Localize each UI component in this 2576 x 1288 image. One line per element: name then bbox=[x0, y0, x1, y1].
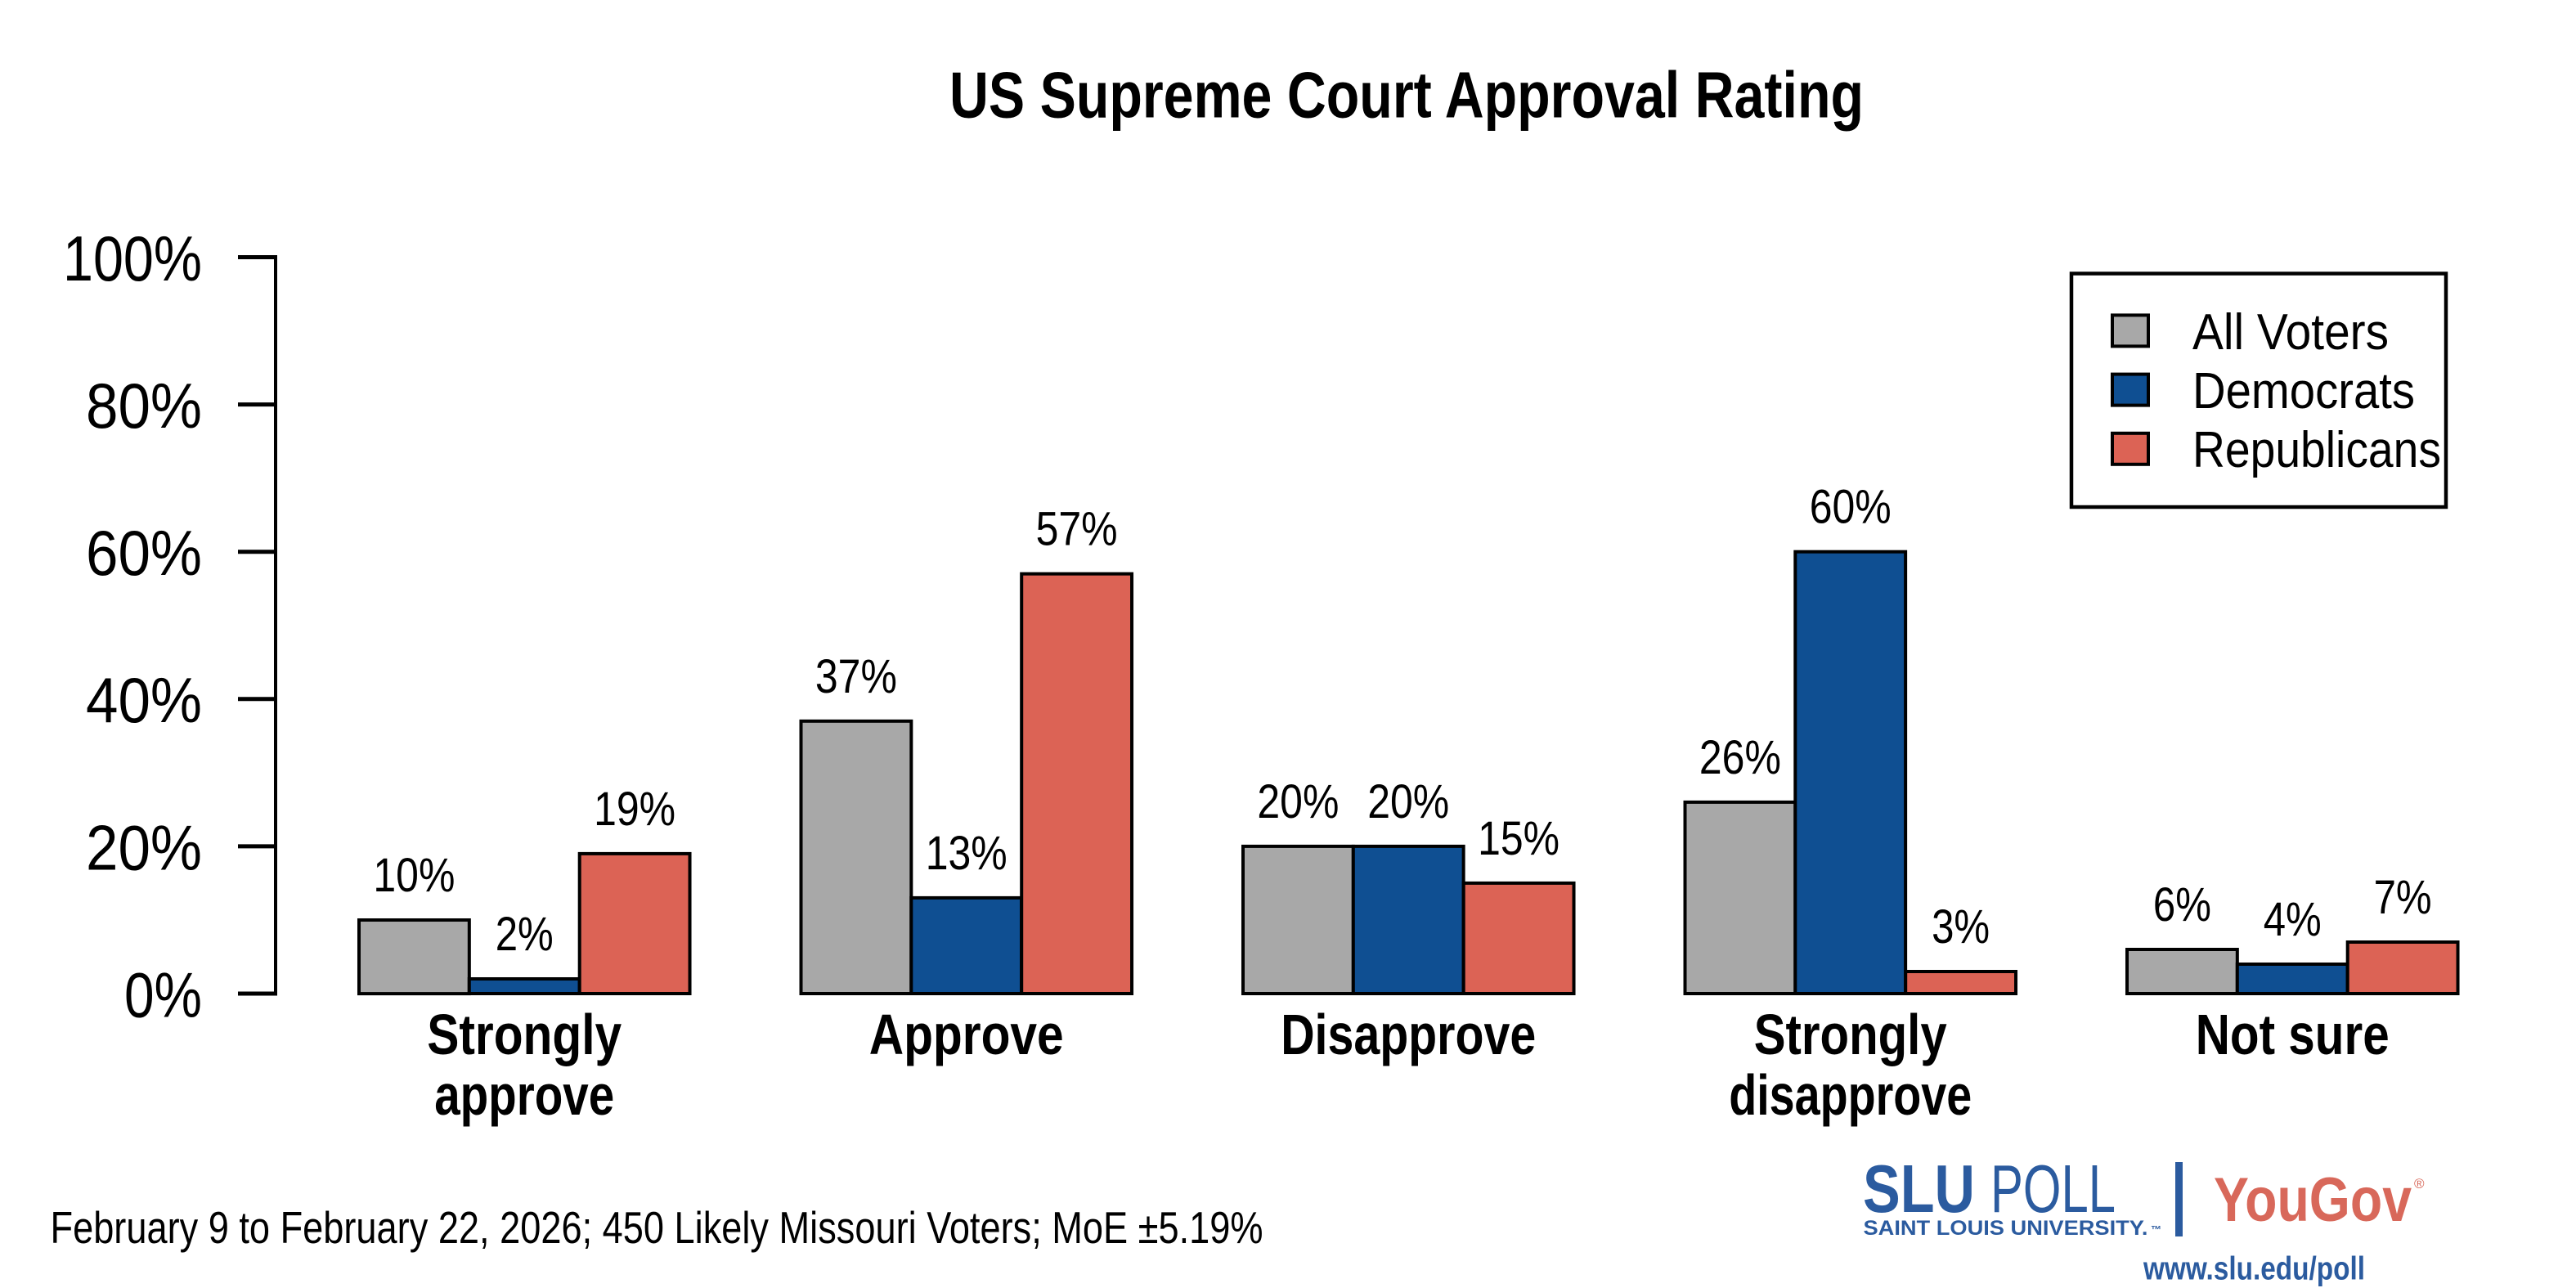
svg-text:www.slu.edu/poll: www.slu.edu/poll bbox=[2143, 1251, 2365, 1287]
svg-text:3%: 3% bbox=[1932, 900, 1990, 954]
svg-text:Not sure: Not sure bbox=[2196, 1003, 2390, 1066]
svg-text:40%: 40% bbox=[86, 664, 202, 736]
svg-text:SLU: SLU bbox=[1863, 1151, 1975, 1227]
svg-text:Republicans: Republicans bbox=[2192, 422, 2441, 478]
svg-text:2%: 2% bbox=[496, 908, 554, 961]
svg-text:20%: 20% bbox=[1257, 775, 1339, 828]
svg-text:57%: 57% bbox=[1036, 503, 1118, 556]
svg-text:60%: 60% bbox=[86, 517, 202, 589]
svg-text:US Supreme Court Approval Rati: US Supreme Court Approval Rating bbox=[949, 58, 1864, 131]
svg-text:7%: 7% bbox=[2374, 871, 2432, 924]
svg-text:POLL: POLL bbox=[1990, 1151, 2116, 1227]
svg-text:100%: 100% bbox=[63, 222, 202, 294]
svg-text:6%: 6% bbox=[2153, 878, 2211, 931]
svg-text:SAINT LOUIS UNIVERSITY.: SAINT LOUIS UNIVERSITY. bbox=[1864, 1217, 2148, 1240]
svg-text:80%: 80% bbox=[86, 370, 202, 442]
svg-text:4%: 4% bbox=[2264, 893, 2322, 946]
svg-text:13%: 13% bbox=[926, 827, 1008, 880]
svg-text:37%: 37% bbox=[815, 650, 897, 703]
svg-text:20%: 20% bbox=[86, 811, 202, 883]
svg-text:approve: approve bbox=[434, 1063, 614, 1127]
svg-text:Strongly: Strongly bbox=[1754, 1003, 1947, 1066]
svg-text:10%: 10% bbox=[373, 849, 455, 902]
svg-text:20%: 20% bbox=[1367, 775, 1449, 828]
svg-text:disapprove: disapprove bbox=[1729, 1063, 1972, 1127]
svg-text:60%: 60% bbox=[1810, 481, 1892, 534]
svg-text:All Voters: All Voters bbox=[2192, 304, 2389, 361]
svg-text:Democrats: Democrats bbox=[2192, 363, 2415, 420]
svg-text:®: ® bbox=[2414, 1176, 2425, 1192]
svg-text:Approve: Approve bbox=[869, 1003, 1064, 1066]
svg-text:Disapprove: Disapprove bbox=[1281, 1003, 1536, 1066]
svg-text:Strongly: Strongly bbox=[427, 1003, 622, 1066]
svg-text:February 9 to February 22, 202: February 9 to February 22, 2026; 450 Lik… bbox=[51, 1202, 1263, 1253]
svg-text:19%: 19% bbox=[594, 783, 675, 836]
svg-text:YouGov: YouGov bbox=[2214, 1165, 2412, 1235]
svg-text:™: ™ bbox=[2151, 1223, 2161, 1236]
svg-text:26%: 26% bbox=[1699, 731, 1781, 784]
svg-text:0%: 0% bbox=[124, 958, 202, 1030]
svg-text:15%: 15% bbox=[1478, 812, 1560, 865]
